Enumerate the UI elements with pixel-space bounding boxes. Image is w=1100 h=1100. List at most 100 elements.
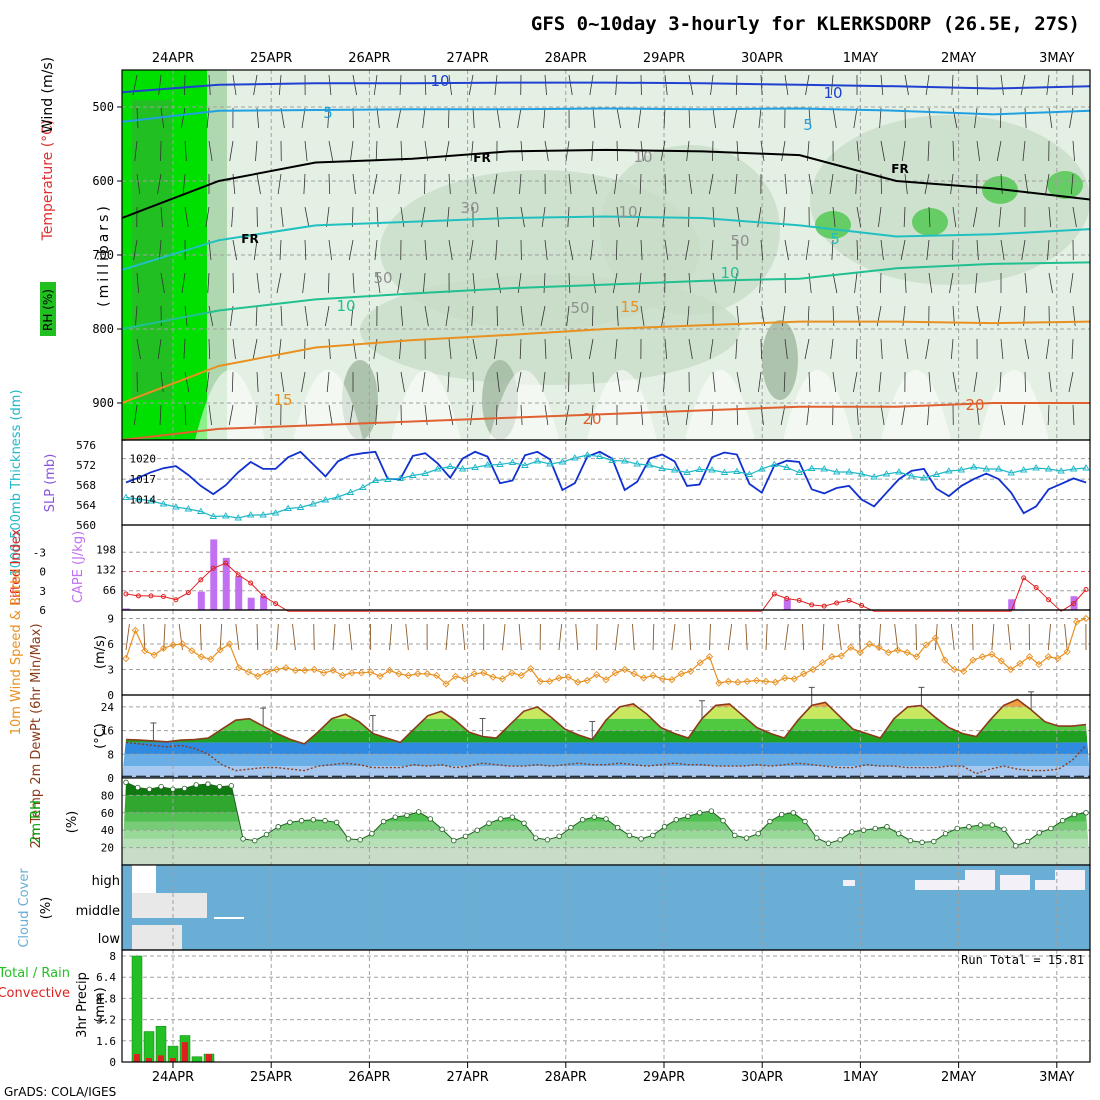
upper-wind-barb [136, 107, 139, 129]
rh-marker [895, 830, 902, 837]
warm-pocket-1 [293, 370, 363, 440]
upper-wind-barb [1048, 206, 1052, 228]
thickness-marker [957, 466, 966, 473]
precip-conv-bar-3 [170, 1058, 176, 1062]
thickness-marker [670, 466, 679, 473]
precip-tick-5: 0 [109, 1056, 116, 1069]
thickness-marker [733, 467, 741, 474]
contour-label-6: FR [241, 232, 258, 246]
wind-barb [727, 623, 733, 651]
upper-wind-barb [808, 272, 812, 294]
upper-wind-barb [808, 107, 811, 129]
wind-marker [677, 670, 685, 678]
cloud-clear-high-4 [965, 870, 995, 890]
upper-wind-barb [471, 305, 474, 327]
upper-wind-barb [517, 107, 522, 129]
upper-wind-barb [952, 107, 958, 129]
wind-marker [856, 648, 864, 657]
wind-barb [709, 623, 711, 651]
wind-barb [632, 623, 635, 651]
isotherm-2 [121, 148, 1091, 219]
precip-total-bar-5 [191, 1056, 203, 1063]
upper-wind-barb [231, 206, 234, 228]
upper-wind-barb [208, 140, 213, 162]
upper-wind-barb [688, 74, 694, 96]
lifted-marker [148, 593, 154, 599]
rh-marker [661, 824, 668, 830]
wind-tick-3: 0 [107, 689, 114, 702]
lifted-marker [223, 560, 229, 566]
date-label-bottom-4: 28APR [545, 1070, 587, 1085]
precip-legend-conv: Convective [0, 986, 70, 1001]
wind-marker [611, 669, 620, 677]
wind-marker [743, 677, 751, 686]
date-label-top-3: 27APR [446, 51, 488, 66]
cape-bar-4 [235, 576, 243, 610]
temp-tick-2: 8 [107, 748, 114, 761]
wind-barb [558, 623, 563, 651]
rh-marker [322, 817, 328, 824]
cloud-fill [122, 865, 1090, 950]
upper-wind-barb [735, 338, 738, 360]
upper-wind-barb [736, 140, 739, 162]
upper-wind-barb [303, 173, 306, 195]
wind-marker [978, 653, 987, 661]
upper-wind-barb [400, 140, 403, 162]
upper-wind-barb [1000, 404, 1006, 426]
upper-wind-barb [1024, 173, 1029, 195]
wind-marker [216, 646, 224, 654]
wind-marker [367, 668, 375, 676]
upper-wind-barb [256, 371, 259, 393]
rh-marker [216, 784, 223, 790]
thickness-marker [496, 460, 504, 467]
rh-marker [849, 829, 855, 835]
temp-label: 2m Temp 2m DewPt (6hr Min/Max) [29, 623, 44, 848]
upper-wind-barb [375, 140, 378, 162]
wind-marker [1063, 648, 1071, 656]
upper-wind-barb [612, 272, 618, 294]
upper-wind-barb [568, 74, 573, 96]
date-label-top-9: 3MAY [1039, 51, 1074, 66]
thickness-marker [683, 468, 691, 475]
wind-marker [875, 643, 883, 652]
lifted-marker [185, 590, 191, 596]
rh-marker [767, 818, 773, 825]
wind-barb [1047, 623, 1051, 651]
upper-wind-barb [136, 272, 140, 294]
thickness-label: 1000-500mb Thickness (dm) [9, 389, 24, 576]
upper-wind-barb [904, 272, 907, 294]
upper-wind-barb [252, 338, 258, 360]
upper-wind-barb [806, 404, 810, 426]
contour-label-16: 50 [570, 299, 589, 317]
upper-wind-barb [544, 239, 548, 261]
rh-marker [720, 817, 726, 824]
rh-marker [591, 814, 597, 820]
isotherm-1 [121, 107, 1091, 123]
wind-marker [583, 676, 591, 685]
rh-marker [790, 810, 797, 816]
rh-marker [907, 837, 914, 844]
precip-conv-bar-2 [158, 1055, 164, 1062]
upper-wind-barb [974, 272, 978, 294]
wind-barb [950, 623, 955, 651]
upper-wind-barb [135, 305, 138, 327]
wind-marker [376, 672, 384, 680]
rh-marker [615, 824, 621, 831]
wind-barb [972, 623, 974, 651]
lifted-marker [173, 597, 179, 603]
wind-barb [276, 623, 279, 651]
lifted-marker [273, 601, 279, 607]
temp-line [125, 698, 1087, 745]
upper-wind-barb [448, 74, 453, 96]
slp-line [125, 450, 1087, 515]
thickness-marker [1069, 465, 1078, 472]
wind-marker [470, 670, 478, 678]
wind-barb [688, 623, 692, 651]
contour-label-2: 5 [323, 104, 333, 122]
thickness-marker [633, 460, 641, 467]
thickness-marker [807, 464, 816, 471]
upper-wind-barb [352, 272, 355, 294]
upper-wind-barb [208, 305, 214, 327]
date-label-bottom-8: 2MAY [941, 1070, 976, 1085]
upper-wind-barb [976, 404, 980, 426]
